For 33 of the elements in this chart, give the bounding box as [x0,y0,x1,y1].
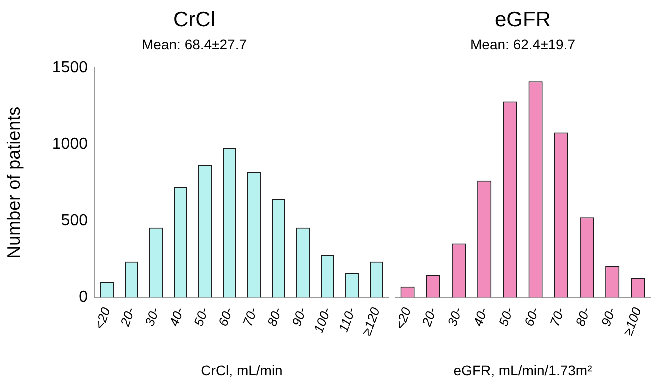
x-tick-label: 90- [598,304,620,328]
x-tick-label: 20- [418,304,440,330]
y-tick-label: 1000 [52,136,88,153]
x-tick-label: 70- [240,304,261,328]
x-tick-label: 40- [166,304,188,328]
x-tick-label: 60- [521,304,542,328]
x-tick-label: 40- [470,304,492,328]
y-tick-label: 1500 [52,59,88,76]
x-tick-label: 30- [142,304,163,328]
x-tick-label: 80- [264,304,286,328]
x-tick-label: 100- [310,304,334,336]
y-tick-label: 0 [79,289,88,306]
y-axis-title: Number of patients [4,106,24,259]
chart-subtitle: Mean: 62.4±19.7 [470,36,576,52]
x-axis-title: eGFR, mL/min/1.73m² [454,362,593,378]
x-tick-label: 70- [547,304,568,328]
x-tick-label: 110- [336,304,359,334]
x-tick-label: <20 [392,304,414,332]
x-tick-label: <20 [92,304,114,332]
x-tick-label: 30- [444,304,466,328]
x-tick-label: 60- [215,304,236,328]
x-tick-label: 20- [117,304,138,330]
x-tick-label: ≥100 [620,304,645,338]
chart-subtitle: Mean: 68.4±27.7 [142,36,248,52]
x-tick-label: 80- [572,304,594,328]
chart-title: eGFR [494,8,552,32]
x-axis-title: CrCl, mL/min [201,362,283,378]
x-tick-label: 50- [496,304,517,328]
x-tick-label: 90- [288,304,310,328]
x-tick-label: 50- [190,304,212,328]
x-tick-label: ≥120 [359,304,384,338]
y-tick-label: 500 [61,212,88,230]
chart-title: CrCl [174,8,216,32]
